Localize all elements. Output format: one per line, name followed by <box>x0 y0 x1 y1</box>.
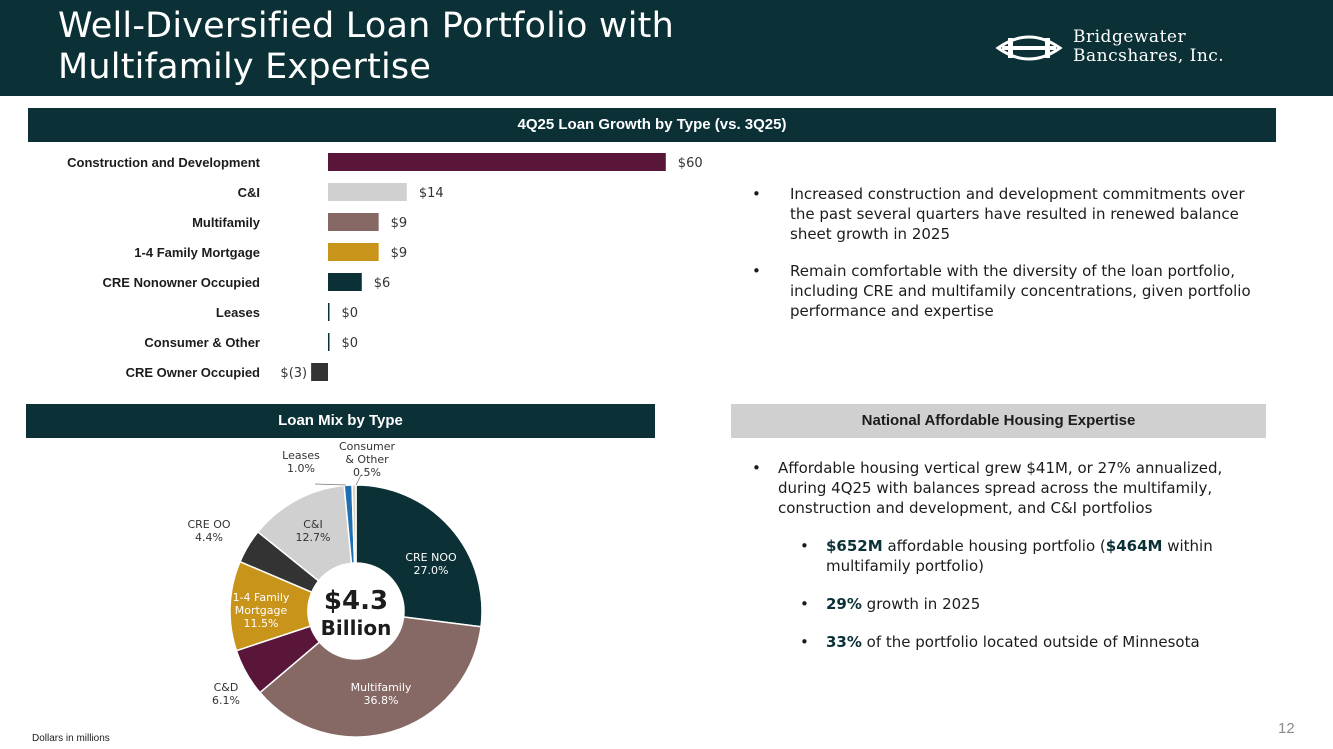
loan-mix-donut-chart: CRE NOO 27.0% Multifamily 36.8% C&D 6.1% 1-4 F… <box>187 440 483 738</box>
sub1-text-b: within multifamily portfolio) <box>826 537 1213 575</box>
logo-line2: Bancshares, Inc. <box>1073 46 1225 66</box>
footnote: Dollars in millions <box>32 733 110 744</box>
slice-label-cre-noo: CRE NOO 27.0% <box>405 551 457 577</box>
housing-bullet-main-text: Affordable housing vertical grew $41M, o… <box>778 459 1223 517</box>
slice-label-c-i: C&I 12.7% <box>296 518 331 544</box>
value-label-c-i: $14 <box>419 186 444 201</box>
slice-consumer-other <box>351 484 357 564</box>
donut-center-unit: Billion <box>321 616 392 640</box>
bar-c-i <box>328 183 407 201</box>
category-label-c-i: C&I <box>238 185 260 200</box>
bullet-dot-icon: • <box>800 537 809 555</box>
outside-mn-pct-value: 33% <box>826 633 862 651</box>
housing-sub-bullet-2: • 29% growth in 2025 <box>800 594 1262 614</box>
page-number: 12 <box>1278 720 1295 737</box>
bar-leases <box>328 303 330 321</box>
multifamily-portion-value: $464M <box>1105 537 1163 555</box>
category-label-cre-owner-occupied: CRE Owner Occupied <box>126 365 260 380</box>
bar-1-4-family-mortgage <box>328 243 379 261</box>
sub3-text: of the portfolio located outside of Minn… <box>861 633 1200 651</box>
sub2-text: growth in 2025 <box>861 595 981 613</box>
slice-label-c-d: C&D 6.1% <box>212 681 240 707</box>
bar-cre-owner-occupied <box>311 363 328 381</box>
affordable-housing-header: National Affordable Housing Expertise <box>731 404 1266 438</box>
housing-bullet-main: • Affordable housing vertical grew $41M,… <box>752 458 1262 518</box>
slice-label-multifamily: Multifamily 36.8% <box>351 681 412 707</box>
page-title-line1: Well-Diversified Loan Portfolio with <box>58 6 674 46</box>
value-label-1-4-family-mortgage: $9 <box>391 246 408 261</box>
affordable-housing-commentary: • Affordable housing vertical grew $41M,… <box>752 458 1262 652</box>
category-label-cre-nonowner-occupied: CRE Nonowner Occupied <box>103 275 261 290</box>
growth-bullet-1-text: Increased construction and development c… <box>790 185 1245 243</box>
slice-multifamily <box>258 616 482 738</box>
growth-bullet-2: • Remain comfortable with the diversity … <box>752 261 1262 321</box>
slice-label-consumer-other: Consumer & Other 0.5% <box>339 440 396 479</box>
bullet-dot-icon: • <box>800 633 809 651</box>
company-logo: Bridgewater Bancshares, Inc. <box>994 26 1274 70</box>
value-label-consumer-other: $0 <box>342 336 359 351</box>
value-label-cre-owner-occupied: $(3) <box>280 366 307 381</box>
logo-line1: Bridgewater <box>1073 27 1187 47</box>
bar-construction-and-development <box>328 153 666 171</box>
housing-sub-bullet-3: • 33% of the portfolio located outside o… <box>800 632 1262 652</box>
leader-line-leases <box>314 483 347 486</box>
donut-center-value: $4.3 <box>324 586 388 616</box>
slice-label-cre-oo: CRE OO 4.4% <box>187 518 230 544</box>
growth-bullet-1: • Increased construction and development… <box>752 184 1262 244</box>
growth-pct-value: 29% <box>826 595 862 613</box>
category-label-consumer-other: Consumer & Other <box>144 335 260 350</box>
bullet-dot-icon: • <box>800 595 809 613</box>
bridge-logo-icon <box>995 35 1063 61</box>
slice-label-1-4-family-mortgage: 1-4 Family Mortgage 11.5% <box>233 591 290 630</box>
category-label-1-4-family-mortgage: 1-4 Family Mortgage <box>134 245 260 260</box>
growth-commentary: • Increased construction and development… <box>752 184 1262 338</box>
growth-chart-header: 4Q25 Loan Growth by Type (vs. 3Q25) <box>28 108 1276 142</box>
housing-sub-bullet-1: • $652M affordable housing portfolio ($4… <box>800 536 1262 576</box>
bar-consumer-other <box>328 333 330 351</box>
bar-cre-nonowner-occupied <box>328 273 362 291</box>
value-label-leases: $0 <box>342 306 359 321</box>
sub1-text-a: affordable housing portfolio ( <box>882 537 1106 555</box>
bullet-dot-icon: • <box>752 185 761 203</box>
value-label-cre-nonowner-occupied: $6 <box>374 276 391 291</box>
category-label-construction-and-development: Construction and Development <box>67 155 261 170</box>
portfolio-size-value: $652M <box>826 537 883 555</box>
loan-mix-header: Loan Mix by Type <box>26 404 655 438</box>
page-title-line2: Multifamily Expertise <box>58 47 432 87</box>
slice-cre-noo <box>355 484 483 628</box>
logo-wordmark: Bridgewater Bancshares, Inc. <box>1073 28 1224 66</box>
value-label-construction-and-development: $60 <box>678 156 703 171</box>
leader-line-consumer-other <box>355 474 362 486</box>
bullet-dot-icon: • <box>752 459 761 477</box>
category-label-multifamily: Multifamily <box>192 215 261 230</box>
bullet-dot-icon: • <box>752 262 761 280</box>
bar-multifamily <box>328 213 379 231</box>
category-label-leases: Leases <box>216 305 260 320</box>
value-label-multifamily: $9 <box>391 216 408 231</box>
loan-growth-bar-chart: Construction and Development $60 C&I $14 Mul… <box>67 153 703 381</box>
growth-bullet-2-text: Remain comfortable with the diversity of… <box>790 262 1251 320</box>
header-bar: Well-Diversified Loan Portfolio with Mul… <box>0 0 1333 96</box>
page-title: Well-Diversified Loan Portfolio with Mul… <box>58 6 674 88</box>
slice-label-leases: Leases 1.0% <box>282 449 320 475</box>
